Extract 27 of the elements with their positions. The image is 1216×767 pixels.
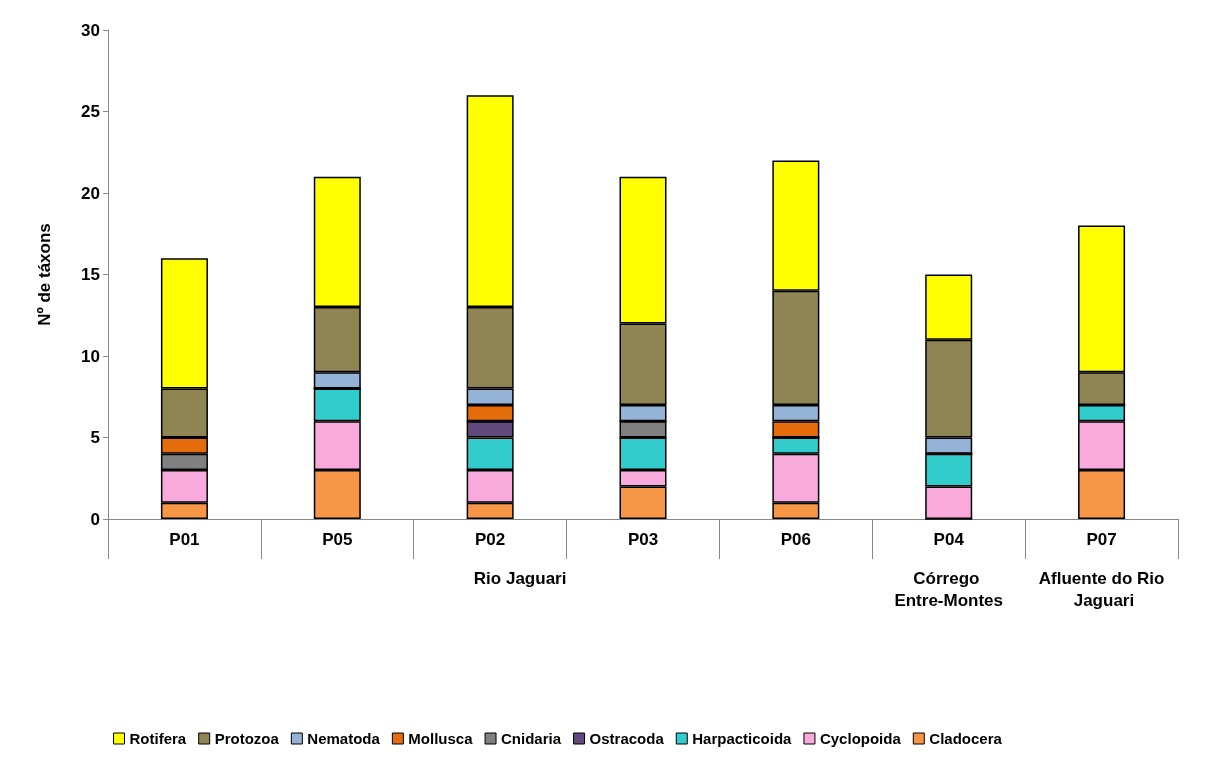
y-axis-title: Nº de táxons: [35, 223, 54, 326]
legend-label: Cladocera: [929, 730, 1003, 747]
x-tick-label: P03: [627, 530, 659, 549]
x-tick-label: P07: [1086, 530, 1117, 549]
legend-label: Ostracoda: [589, 730, 665, 747]
text: Afluente do Rio Jaguari: [1038, 568, 1165, 610]
legend-label: Cnidaria: [501, 730, 562, 747]
y-tick-label: 15: [81, 265, 100, 284]
x-tick-label: P01: [169, 530, 200, 549]
y-tick-label: 30: [81, 20, 100, 40]
x-tick-label: P02: [475, 530, 506, 549]
y-tick-label: 5: [90, 428, 100, 447]
text: Córrego Entre-Montes: [894, 568, 1004, 610]
y-tick-label: 25: [81, 102, 100, 121]
legend-label: Mollusca: [408, 730, 474, 747]
text: Rio Jaguari: [473, 568, 567, 588]
x-tick-label: P04: [933, 530, 965, 549]
legend-label: Rotifera: [129, 730, 187, 747]
legend-label: Harpacticoida: [692, 730, 793, 747]
y-tick-label: 0: [90, 509, 100, 529]
legend-label: Nematoda: [307, 730, 381, 747]
x-tick-label: P06: [780, 530, 811, 549]
y-tick-label: 20: [81, 183, 100, 203]
legend-label: Protozoa: [214, 730, 280, 747]
legend-label: Cyclopoida: [819, 730, 902, 747]
y-tick-label: 10: [81, 346, 100, 366]
x-tick-label: P05: [322, 530, 353, 549]
